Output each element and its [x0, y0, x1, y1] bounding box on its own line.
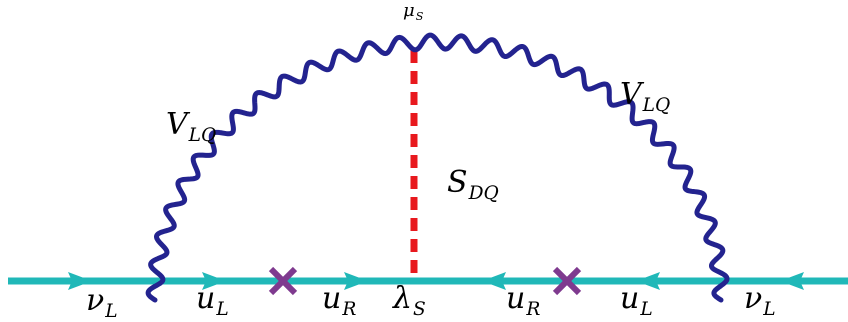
- arrow-left-icon: [780, 272, 804, 290]
- label-u-r-left: uR: [322, 281, 357, 321]
- label-nu-l-right: νL: [744, 281, 776, 321]
- label-u-l-right: uL: [620, 281, 653, 321]
- label-lambda-s: λS: [393, 281, 426, 321]
- arrow-left-icon: [482, 272, 506, 290]
- label-u-l-left: uL: [196, 281, 229, 321]
- arrow-left-icon: [636, 272, 660, 290]
- arrow-right-icon: [344, 272, 368, 290]
- mass-insertion-cross-icon: [552, 266, 582, 296]
- label-s-dq: SDQ: [447, 165, 499, 205]
- vector-boson-line: [145, 32, 730, 303]
- label-u-r-right: uR: [506, 281, 541, 321]
- label-v-lq-left: VLQ: [166, 107, 217, 147]
- label-mu-s: μS: [403, 0, 424, 24]
- arrow-right-icon: [68, 272, 92, 290]
- label-v-lq-right: VLQ: [620, 77, 671, 117]
- label-nu-l-left: νL: [86, 283, 118, 322]
- arrow-right-icon: [202, 272, 226, 290]
- mass-insertion-cross-icon: [268, 266, 298, 296]
